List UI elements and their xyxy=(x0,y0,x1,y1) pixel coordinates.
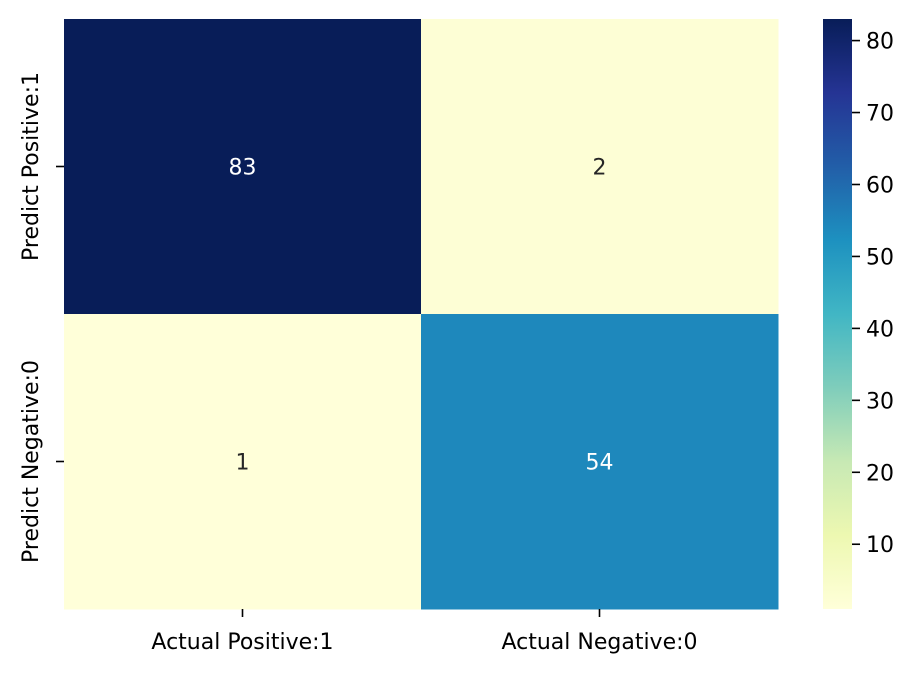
colorbar: 10 20 30 40 50 60 70 80 xyxy=(823,19,894,609)
heatmap-cell xyxy=(64,314,422,610)
cell-value-label: 2 xyxy=(593,156,607,181)
colorbar-tick-label: 10 xyxy=(866,533,894,558)
colorbar-gradient xyxy=(823,19,852,609)
x-tick-label: Actual Positive:1 xyxy=(151,630,333,655)
heatmap-cell xyxy=(421,314,779,610)
cell-annotations: 83 2 1 54 xyxy=(229,156,614,476)
colorbar-tick-label: 70 xyxy=(866,102,894,127)
cell-value-label: 1 xyxy=(236,451,250,476)
x-tick-label: Actual Negative:0 xyxy=(501,630,697,655)
colorbar-tick-label: 40 xyxy=(866,317,894,342)
heatmap-cell xyxy=(421,19,779,315)
colorbar-tick-label: 30 xyxy=(866,389,894,414)
cell-value-label: 54 xyxy=(586,451,614,476)
heatmap-cell xyxy=(64,19,422,315)
colorbar-tick-label: 80 xyxy=(866,30,894,55)
x-axis: Actual Positive:1 Actual Negative:0 xyxy=(151,609,698,655)
colorbar-tick-label: 20 xyxy=(866,461,894,486)
y-tick-label: Predict Positive:1 xyxy=(19,72,44,261)
colorbar-tick-label: 60 xyxy=(866,173,894,198)
y-tick-label: Predict Negative:0 xyxy=(19,360,44,563)
colorbar-tick-label: 50 xyxy=(866,245,894,270)
heatmap-cells xyxy=(64,19,779,610)
cell-value-label: 83 xyxy=(229,156,257,181)
y-axis: Predict Positive:1 Predict Negative:0 xyxy=(19,72,64,563)
